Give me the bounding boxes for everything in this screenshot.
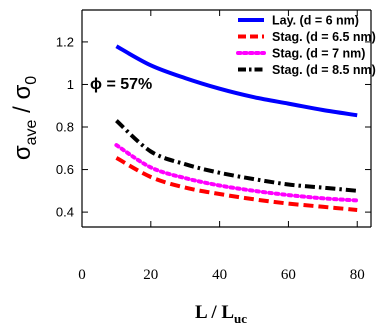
y-tick-label: 0.8	[56, 120, 74, 135]
annotation-phi: ϕ = 57%	[90, 76, 152, 93]
y-axis-label: σave / σ0	[9, 76, 40, 160]
legend: Lay. (d = 6 nm) Stag. (d = 6.5 nm) Stag. (…	[236, 14, 376, 77]
x-tick-label: 60	[281, 267, 296, 283]
series-layer	[114, 44, 360, 212]
y-axis-label-sub-0: 0	[23, 76, 40, 85]
x-ticks: 0 20 40 60 80	[78, 10, 365, 283]
x-tick-label: 80	[350, 267, 365, 283]
y-axis-label-sigma: σ	[9, 145, 36, 160]
legend-label-3: Stag. (d = 7 nm)	[272, 47, 365, 61]
x-axis-label-main: L / L	[195, 302, 234, 323]
x-tick-label: 0	[78, 267, 86, 283]
x-axis-label: L / Luc	[195, 302, 247, 326]
legend-label-4: Stag. (d = 8.5 nm)	[272, 63, 376, 77]
x-tick-label: 20	[143, 267, 158, 283]
y-tick-label: 1.2	[56, 34, 74, 49]
y-tick-label: 0.4	[56, 205, 74, 220]
y-axis-label-over-sigma: / σ	[9, 85, 36, 120]
x-axis-label-sub: uc	[234, 311, 247, 326]
y-tick-label: 0.6	[56, 162, 74, 177]
y-ticks: 0.4 0.6 0.8 1 1.2	[56, 34, 371, 220]
series-line-3	[114, 143, 360, 203]
series-line-2	[115, 156, 358, 212]
y-axis-label-sub-ave: ave	[23, 119, 40, 145]
series-line-1	[115, 44, 358, 118]
legend-label-2: Stag. (d = 6.5 nm)	[272, 30, 376, 44]
series-line-4	[115, 119, 358, 193]
plot-frame	[81, 9, 372, 228]
x-tick-label: 40	[212, 267, 227, 283]
legend-label-1: Lay. (d = 6 nm)	[272, 14, 359, 28]
y-tick-label: 1	[67, 77, 74, 92]
